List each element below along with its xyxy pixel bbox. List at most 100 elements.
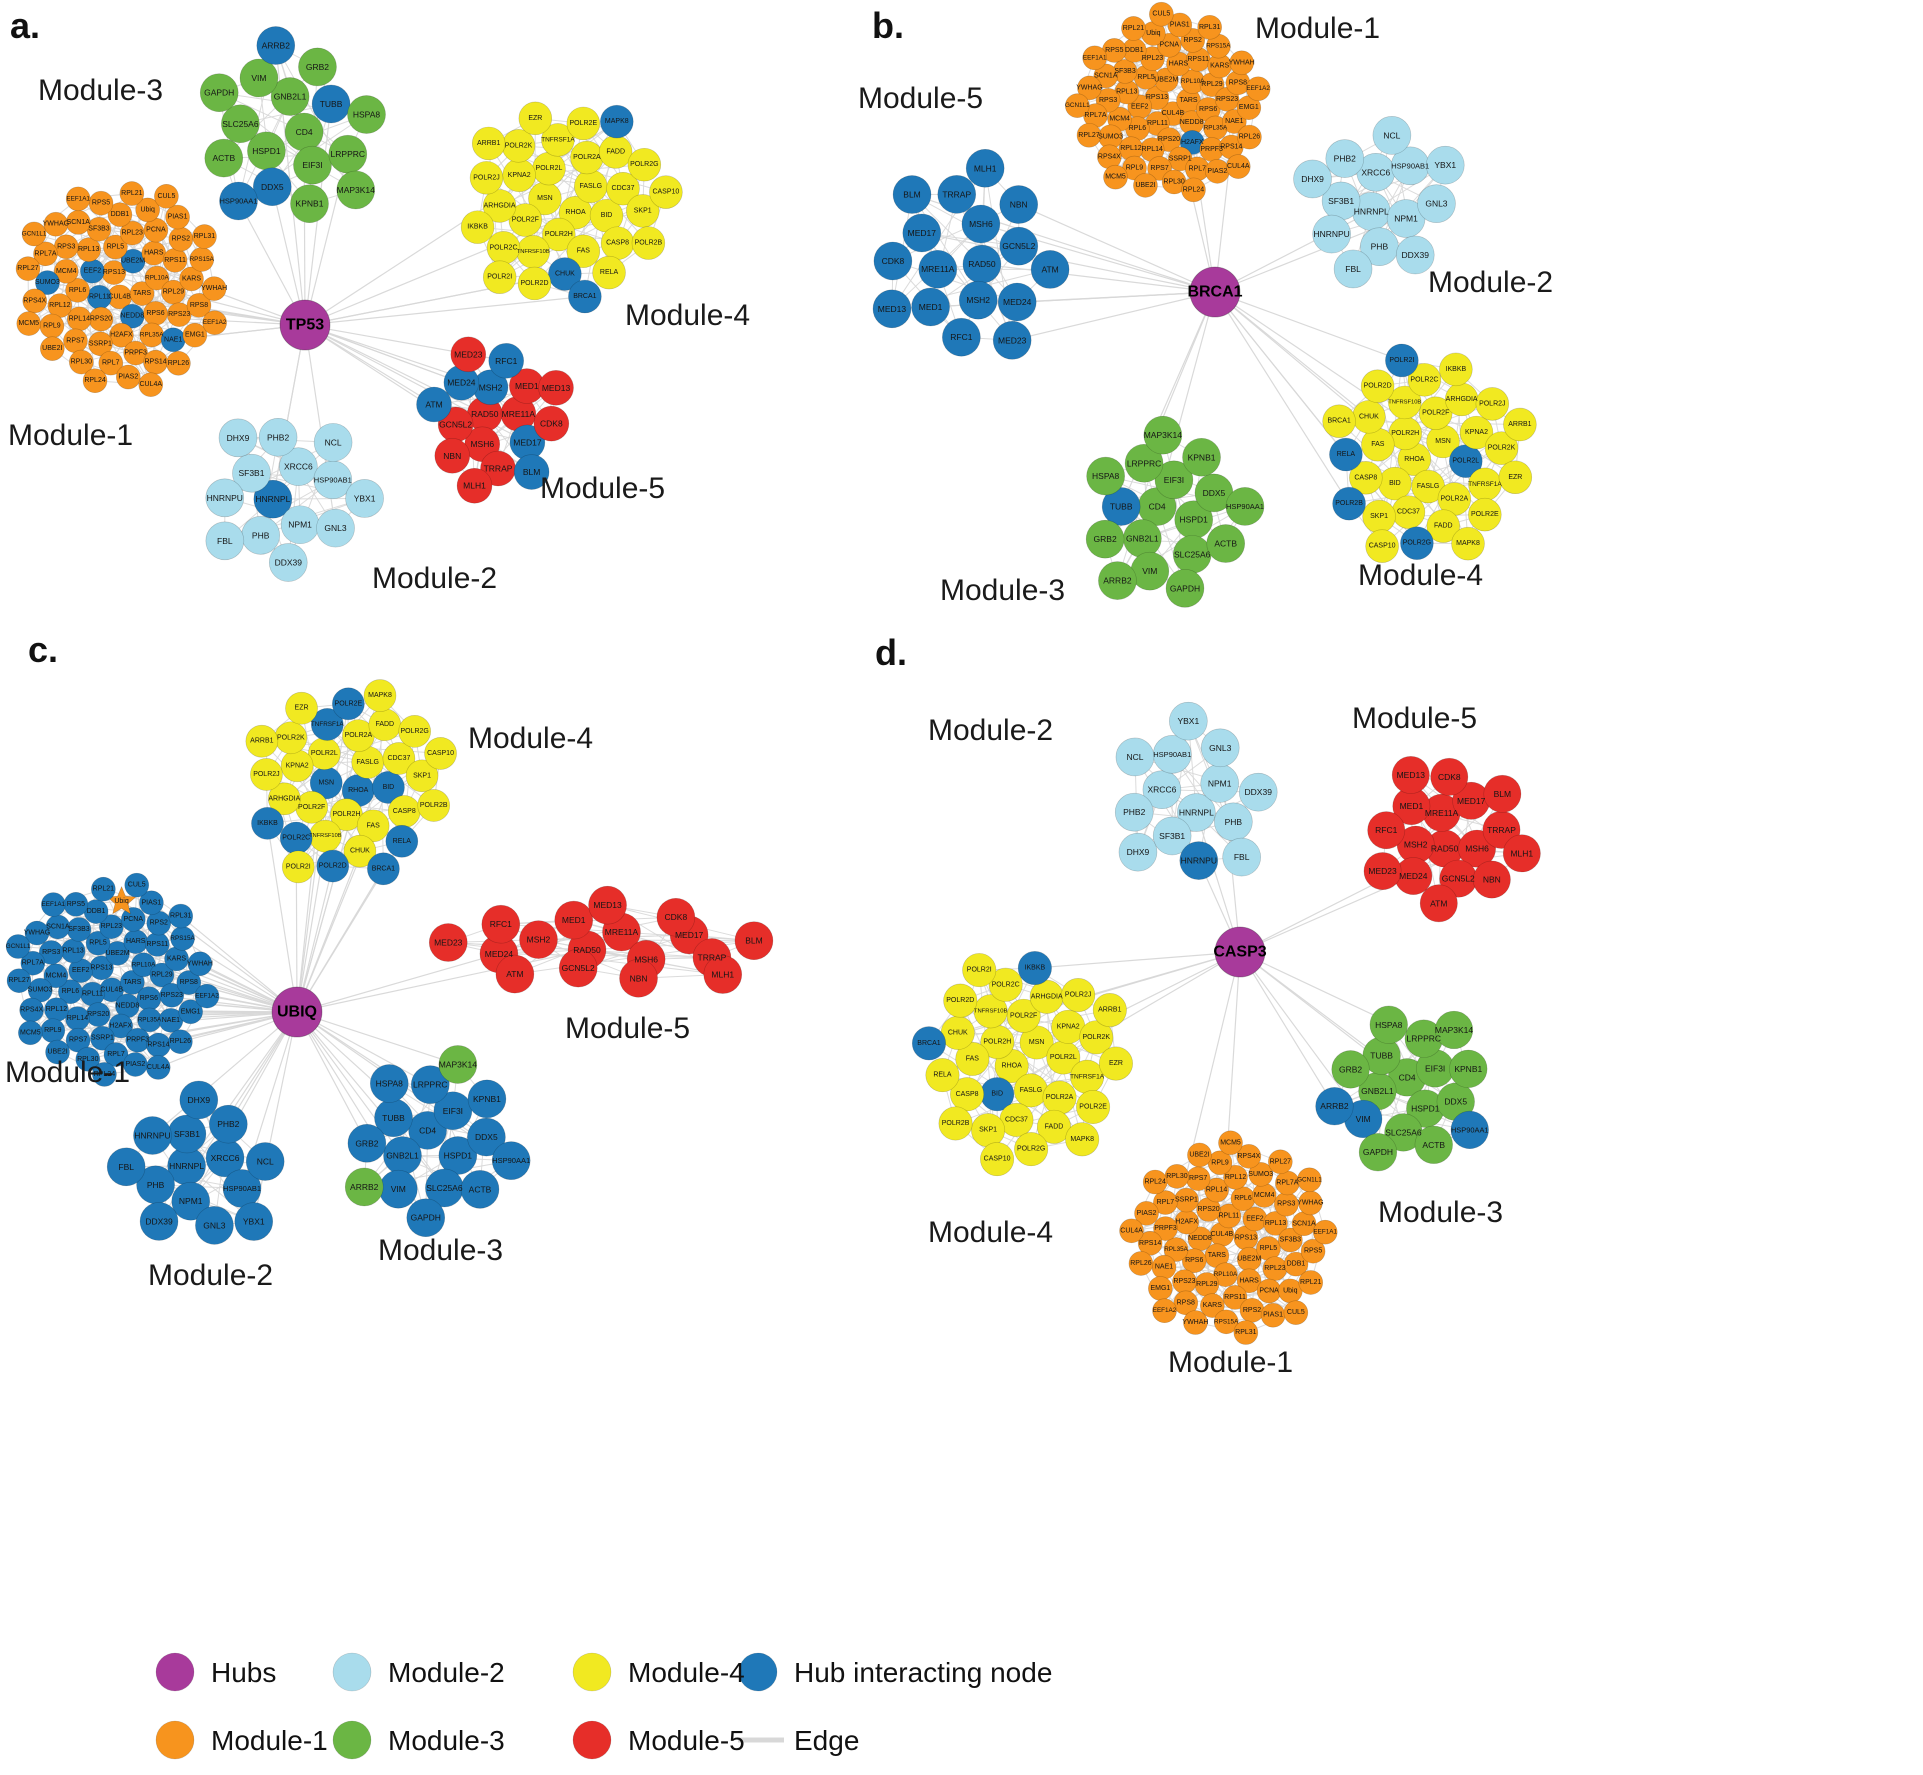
network-node-PCNA xyxy=(1256,1278,1282,1304)
network-node-RPL11 xyxy=(80,981,105,1007)
network-node-MAP3K14 xyxy=(1143,415,1183,455)
network-node-SF3B1 xyxy=(167,1114,207,1154)
network-node-PHB2 xyxy=(1325,139,1365,178)
network-node-SSRP1 xyxy=(90,1025,115,1051)
network-node-VIM xyxy=(378,1169,418,1209)
network-node-ARRB2 xyxy=(1315,1087,1354,1126)
network-node-CASP8 xyxy=(600,226,635,260)
network-node-DDX39 xyxy=(139,1202,179,1241)
module-label-c-module-3: Module-3 xyxy=(378,1234,503,1267)
network-node-RPS20 xyxy=(85,1002,111,1027)
network-node-BID xyxy=(372,771,405,804)
network-node-FADD xyxy=(1426,509,1461,543)
network-node-BLM xyxy=(892,175,932,214)
network-node-IKBKB xyxy=(460,210,495,244)
network-node-PIAS2 xyxy=(1205,159,1230,184)
network-node-NCL xyxy=(245,1142,285,1181)
network-node-MAPK8 xyxy=(1451,526,1485,561)
hub-node-UBIQ xyxy=(271,986,323,1038)
network-node-SSRP1 xyxy=(1174,1187,1199,1213)
network-node-CDK8 xyxy=(656,897,696,937)
network-node-RPL6 xyxy=(58,979,83,1005)
network-node-EEF1A1 xyxy=(1082,45,1107,71)
network-node-RAD50 xyxy=(962,244,1002,284)
network-node-TNFRSF1A xyxy=(1070,1059,1105,1094)
network-node-SCN1A xyxy=(1291,1211,1317,1237)
network-node-RPL31 xyxy=(192,224,217,249)
network-node-RPL31 xyxy=(1233,1320,1259,1345)
network-node-EEF1A2 xyxy=(1152,1298,1177,1324)
network-node-LRPPRC xyxy=(1124,443,1164,483)
module-label-d-module-1: Module-1 xyxy=(1168,1346,1293,1379)
legend-swatch-module-2 xyxy=(332,1652,372,1692)
network-node-BRCA1 xyxy=(568,279,602,314)
network-node-GNL3 xyxy=(316,508,355,548)
network-node-MCM4 xyxy=(53,258,79,284)
network-node-RPS23 xyxy=(166,302,192,327)
hub-edge xyxy=(981,263,1216,293)
network-node-RPS2 xyxy=(168,226,194,252)
network-node-KARS xyxy=(164,946,189,972)
network-node-TARS xyxy=(120,970,145,995)
network-node-LRPPRC xyxy=(328,134,368,174)
network-node-CASP8 xyxy=(387,795,421,828)
network-node-YWHAG xyxy=(24,920,50,946)
network-node-TNFRSF1A xyxy=(541,123,575,157)
network-node-HSP90AA1 xyxy=(491,1141,531,1180)
network-node-ARHGDIA xyxy=(482,189,517,223)
network-node-NPM1 xyxy=(1200,764,1239,803)
network-node-MAPK8 xyxy=(600,104,634,139)
network-node-GAPDH xyxy=(1358,1133,1398,1172)
network-node-HSPA8 xyxy=(1086,456,1125,496)
network-node-RPS4X xyxy=(22,288,48,314)
network-node-MSH2 xyxy=(519,920,558,959)
module-label-b-module-2: Module-2 xyxy=(1428,266,1553,299)
network-node-DHX9 xyxy=(1293,159,1332,199)
hub-edge xyxy=(1214,291,1370,418)
network-node-PHB2 xyxy=(258,417,298,457)
hub-edge xyxy=(1214,291,1403,362)
network-node-RPL35A xyxy=(137,1007,162,1033)
network-node-RPS3 xyxy=(53,234,79,260)
network-node-GCN1L1 xyxy=(5,934,31,959)
network-node-TNFRSF1A xyxy=(1468,467,1502,502)
network-node-MSH6 xyxy=(961,204,1001,244)
network-node-YBX1 xyxy=(1425,145,1465,185)
network-node-MED23 xyxy=(428,923,468,962)
module-label-b-module-4: Module-4 xyxy=(1358,559,1483,592)
network-node-POLR2J xyxy=(469,161,504,195)
panel-letter-a: a. xyxy=(10,5,40,46)
network-node-FASLG xyxy=(1013,1073,1048,1108)
network-node-CD4 xyxy=(284,112,324,152)
network-node-RPS14 xyxy=(143,349,168,375)
network-node-VIM xyxy=(239,58,279,98)
network-node-MAPK8 xyxy=(1065,1122,1100,1157)
network-node-YWHAH xyxy=(1183,1310,1208,1335)
network-node-GNL3 xyxy=(195,1206,234,1245)
network-node-POLR2H xyxy=(542,217,576,252)
network-node-TUBB xyxy=(1101,487,1141,526)
network-node-GAPDH xyxy=(1165,568,1205,608)
network-node-RPS15A xyxy=(1213,1309,1239,1335)
network-node-RFC1 xyxy=(942,317,981,357)
network-node-EEF1A1 xyxy=(41,892,66,917)
network-node-H2AFX xyxy=(108,1013,134,1039)
network-node-KARS xyxy=(179,266,204,292)
network-node-FAS xyxy=(566,234,601,268)
network-node-GNL3 xyxy=(1200,728,1240,768)
network-node-HARS xyxy=(141,240,167,266)
hub-edge xyxy=(296,868,384,1013)
network-node-UBE2I xyxy=(1133,173,1158,198)
network-node-GNL3 xyxy=(1417,184,1456,223)
network-node-MED23 xyxy=(1363,852,1402,891)
network-node-MED23 xyxy=(992,320,1032,360)
network-node-RPL23 xyxy=(1262,1256,1288,1281)
legend-label: Module-3 xyxy=(388,1725,505,1756)
network-node-ATM xyxy=(1419,884,1458,923)
module-label-b-module-5: Module-5 xyxy=(858,82,983,115)
network-node-PRPF3 xyxy=(123,340,148,366)
network-node-POLR2F xyxy=(1418,396,1453,430)
panel-letter-c: c. xyxy=(28,629,58,670)
network-node-ACTB xyxy=(204,138,244,178)
network-node-IKBKB xyxy=(1017,951,1052,986)
